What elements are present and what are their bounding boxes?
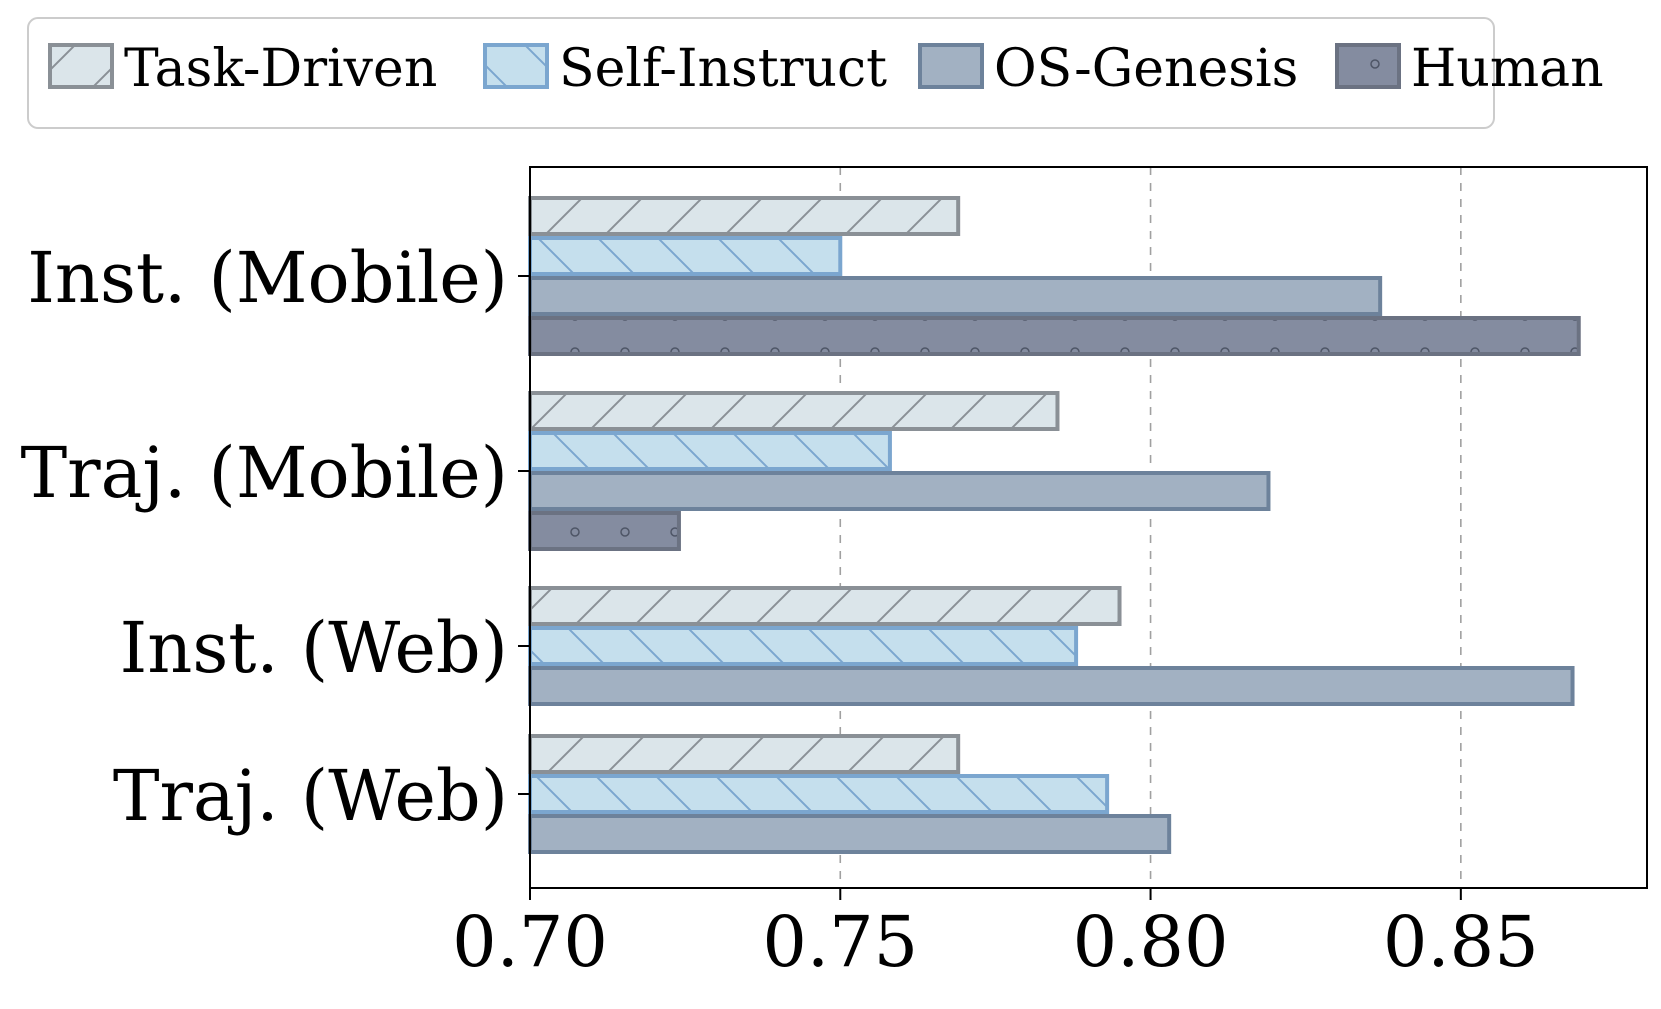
bar-traj-web-os-genesis-fill bbox=[530, 816, 1170, 852]
legend-item-self-instruct: Self-Instruct bbox=[483, 39, 887, 99]
bar-traj-web-self-instruct-hatch bbox=[530, 776, 1108, 812]
bar-traj-web-self-instruct bbox=[528, 774, 1110, 814]
x-axis-ticks: 0.70 0.75 0.80 0.85 bbox=[452, 888, 1539, 983]
y-label-inst-web: Inst. (Web) bbox=[120, 607, 508, 689]
bar-inst-mobile-human bbox=[528, 316, 1581, 356]
y-label-traj-web: Traj. (Web) bbox=[113, 755, 508, 837]
bar-traj-mobile-os-genesis-fill bbox=[530, 473, 1269, 509]
bar-inst-web-os-genesis-fill bbox=[530, 668, 1573, 704]
bar-traj-mobile-human-hatch bbox=[530, 513, 679, 549]
bar-inst-mobile-task-driven-hatch bbox=[530, 198, 959, 234]
bars bbox=[528, 196, 1581, 854]
legend: Task-Driven Self-Instruct OS-Genesis Human bbox=[27, 17, 1604, 129]
legend-swatch-outline-os-genesis bbox=[918, 43, 984, 89]
bar-inst-mobile-os-genesis bbox=[528, 276, 1383, 316]
legend-item-human: Human bbox=[1335, 39, 1604, 99]
y-axis-labels: Inst. (Mobile) Traj. (Mobile) Inst. (Web) T… bbox=[20, 237, 530, 837]
y-label-inst-mobile: Inst. (Mobile) bbox=[27, 237, 508, 319]
bar-traj-web-task-driven-hatch bbox=[530, 736, 959, 772]
plot-frame bbox=[529, 166, 1648, 889]
x-tick-label-0-70: 0.70 bbox=[452, 901, 608, 983]
legend-swatch-hatch-human bbox=[1337, 45, 1399, 87]
legend-label-self-instruct: Self-Instruct bbox=[559, 39, 887, 99]
legend-swatch-hatch-task-driven bbox=[50, 45, 112, 87]
x-tick-label-0-85: 0.85 bbox=[1383, 901, 1539, 983]
bar-inst-mobile-os-genesis-fill bbox=[530, 278, 1381, 314]
bar-traj-mobile-task-driven-hatch bbox=[530, 393, 1058, 429]
bar-inst-web-task-driven bbox=[528, 586, 1122, 626]
legend-swatch-hatch-self-instruct bbox=[485, 45, 547, 87]
bar-traj-mobile-os-genesis bbox=[528, 471, 1271, 511]
legend-swatch-os-genesis bbox=[920, 45, 982, 87]
bar-inst-mobile-task-driven bbox=[528, 196, 961, 236]
bar-traj-mobile-task-driven bbox=[528, 391, 1060, 431]
bar-traj-mobile-self-instruct-hatch bbox=[530, 433, 890, 469]
y-label-traj-mobile: Traj. (Mobile) bbox=[20, 432, 508, 514]
legend-label-os-genesis: OS-Genesis bbox=[994, 39, 1298, 99]
legend-item-task-driven: Task-Driven bbox=[48, 39, 437, 99]
legend-swatch-outline-self-instruct bbox=[483, 43, 549, 89]
x-tick-label-0-80: 0.80 bbox=[1073, 901, 1229, 983]
legend-frame bbox=[27, 17, 1495, 129]
plot-area: Inst. (Mobile) Traj. (Mobile) Inst. (Web) T… bbox=[20, 166, 1648, 983]
legend-label-task-driven: Task-Driven bbox=[124, 39, 437, 99]
legend-label-human: Human bbox=[1411, 39, 1604, 99]
bar-inst-mobile-self-instruct-hatch bbox=[530, 238, 841, 274]
bar-inst-mobile-human-hatch bbox=[530, 318, 1579, 354]
bar-inst-web-task-driven-hatch bbox=[530, 588, 1120, 624]
legend-swatch-outline-human bbox=[1335, 43, 1401, 89]
bar-traj-mobile-human bbox=[528, 511, 681, 551]
bar-inst-web-self-instruct bbox=[528, 626, 1079, 666]
bar-inst-mobile-self-instruct bbox=[528, 236, 843, 276]
bar-traj-mobile-self-instruct bbox=[528, 431, 892, 471]
bar-inst-web-os-genesis bbox=[528, 666, 1575, 706]
bar-inst-web-self-instruct-hatch bbox=[530, 628, 1077, 664]
legend-item-os-genesis: OS-Genesis bbox=[918, 39, 1298, 99]
legend-swatch-outline-task-driven bbox=[48, 43, 114, 89]
bar-traj-web-os-genesis bbox=[528, 814, 1172, 854]
bar-traj-web-task-driven bbox=[528, 734, 961, 774]
x-tick-label-0-75: 0.75 bbox=[762, 901, 918, 983]
